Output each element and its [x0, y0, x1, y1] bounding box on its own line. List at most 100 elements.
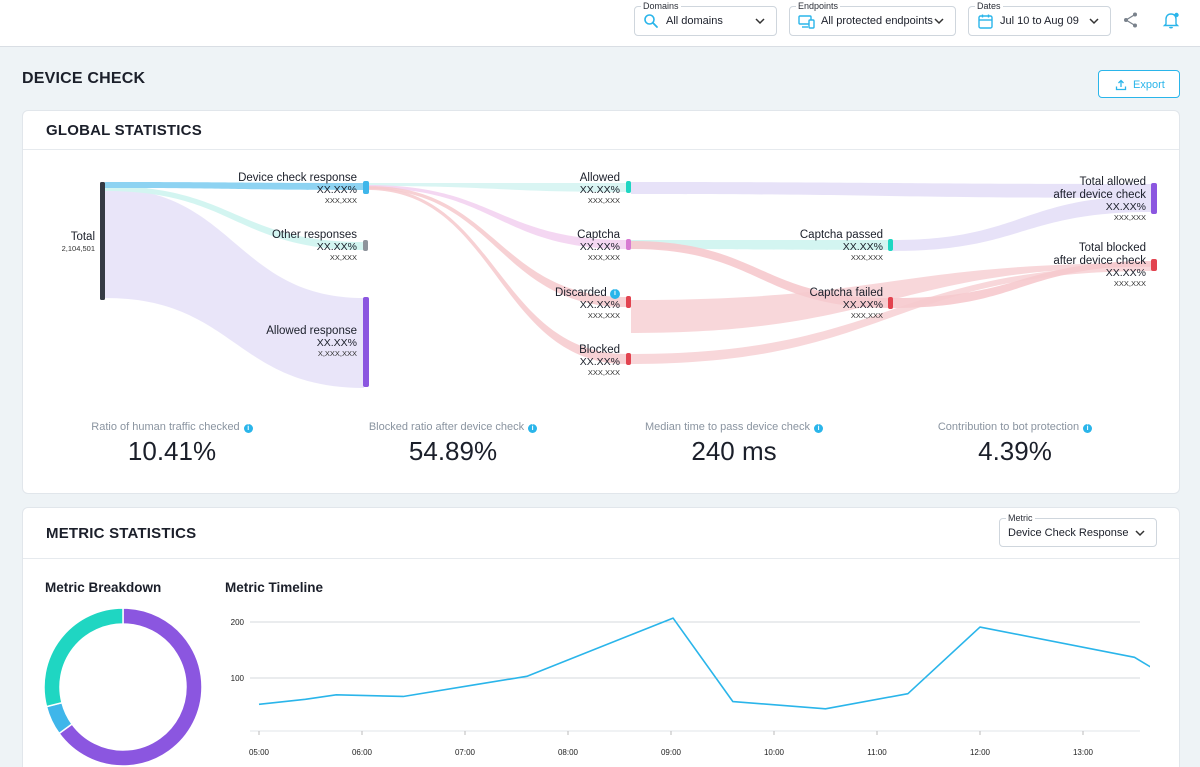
divider: [23, 149, 1179, 150]
y-tick-label: 100: [231, 674, 245, 683]
sankey-count: XXX,XXX: [587, 196, 620, 205]
sankey-label-allowed: Allowed XX.XX% XXX,XXX: [500, 172, 620, 206]
sankey-count: XX,XXX: [329, 253, 357, 262]
sankey-node-captcha: [626, 239, 631, 250]
sankey-node-total: [100, 182, 105, 300]
chevron-down-icon: [934, 18, 944, 25]
sankey-pct: XX.XX%: [579, 184, 620, 196]
chevron-down-icon: [755, 18, 765, 25]
endpoints-select-value: All protected endpoints: [821, 15, 933, 27]
sankey-label-discarded: Discarded i XX.XX% XXX,XXX: [480, 287, 620, 321]
sankey-pct: XX.XX%: [316, 184, 357, 196]
global-statistics-title: GLOBAL STATISTICS: [46, 122, 202, 139]
series-line[interactable]: [258, 617, 1150, 710]
sankey-name: Captcha passed: [799, 229, 883, 241]
bell-icon[interactable]: [1162, 11, 1180, 29]
info-icon[interactable]: i: [243, 424, 253, 433]
sankey-name: Total blocked: [1078, 242, 1146, 254]
info-icon[interactable]: i: [1083, 424, 1093, 433]
sankey-name: Captcha: [577, 229, 620, 241]
sankey-count: XXX,XXX: [324, 196, 357, 205]
sankey-count: X,XXX,XXX: [317, 349, 357, 358]
sankey-link-failed-to-blocked: [893, 261, 1152, 308]
sankey-link-discarded: [368, 186, 627, 307]
x-tick-label: 05:00: [249, 748, 270, 757]
sankey-pct: XX.XX%: [579, 356, 620, 368]
kpi-contribution: Contribution to bot protection i 4.39%: [885, 421, 1145, 467]
donut-slice-2[interactable]: [43, 607, 124, 708]
sankey-node-other-responses: [363, 240, 368, 251]
kpi-blocked-ratio: Blocked ratio after device check i 54.89%: [323, 421, 583, 467]
sankey-label-device-check-response: Device check response XX.XX% XXX,XXX: [200, 172, 357, 206]
metric-statistics-title: METRIC STATISTICS: [46, 525, 197, 542]
sankey-node-total-blocked: [1151, 259, 1157, 271]
kpi-label: Median time to pass device check: [644, 421, 811, 433]
sankey-node-allowed: [626, 181, 631, 193]
sankey-label-total: Total 2,104,501: [20, 231, 95, 254]
sankey-node-captcha-failed: [888, 297, 893, 309]
sankey-pct: XX.XX%: [579, 299, 620, 311]
search-icon: [644, 14, 658, 28]
sankey-pct: XX.XX%: [579, 241, 620, 253]
metric-breakdown-title: Metric Breakdown: [45, 580, 162, 595]
sankey-label-captcha-failed: Captcha failed XX.XX% XXX,XXX: [740, 287, 883, 321]
calendar-icon: [978, 14, 993, 29]
domains-select[interactable]: Domains All domains: [634, 1, 777, 36]
sankey-count: XXX,XXX: [1113, 279, 1146, 288]
x-tick-label: 10:00: [764, 748, 785, 757]
sankey-label-captcha-passed: Captcha passed XX.XX% XXX,XXX: [740, 229, 883, 263]
sankey-count: XXX,XXX: [587, 311, 620, 320]
dates-select[interactable]: Dates Jul 10 to Aug 09: [968, 1, 1111, 36]
sankey-link-allowed-response: [105, 188, 364, 388]
sankey-node-device-check-response: [363, 181, 369, 194]
sankey-name: Allowed: [579, 172, 620, 184]
sankey-label-allowed-response: Allowed response XX.XX% X,XXX,XXX: [200, 325, 357, 359]
sankey-name: after device check: [1053, 189, 1146, 201]
sankey-pct: XX.XX%: [1105, 201, 1146, 213]
info-icon[interactable]: i: [814, 424, 824, 433]
metric-breakdown-donut: [43, 607, 203, 767]
export-icon: [1115, 79, 1127, 91]
donut-slice-0[interactable]: [58, 607, 203, 767]
sankey-label-total-allowed: Total allowed after device check XX.XX% …: [1000, 176, 1146, 223]
kpi-value: 240 ms: [691, 436, 777, 466]
x-tick-label: 07:00: [455, 748, 476, 757]
metric-timeline-title: Metric Timeline: [225, 580, 324, 595]
kpi-label: Ratio of human traffic checked: [91, 421, 240, 433]
x-tick-label: 08:00: [558, 748, 579, 757]
sankey-pct: XX.XX%: [1105, 267, 1146, 279]
metric-statistics-card: METRIC STATISTICS: [22, 507, 1180, 767]
sankey-count: XXX,XXX: [1113, 213, 1146, 222]
endpoints-select[interactable]: Endpoints All protected endpoints: [789, 1, 956, 36]
domains-select-label: Domains: [641, 1, 681, 11]
kpi-value: 10.41%: [127, 436, 217, 466]
kpi-value: 4.39%: [978, 436, 1052, 466]
sankey-node-allowed-response: [363, 297, 369, 387]
metric-select[interactable]: Metric Device Check Response: [999, 513, 1157, 547]
sankey-name: Device check response: [238, 172, 357, 184]
sankey-link-passed-to-allowed: [893, 196, 1152, 251]
domains-select-value: All domains: [666, 15, 723, 27]
sankey-node-captcha-passed: [888, 239, 893, 251]
sankey-label-captcha: Captcha XX.XX% XXX,XXX: [500, 229, 620, 263]
info-icon[interactable]: i: [610, 289, 620, 299]
export-button[interactable]: Export: [1098, 70, 1180, 98]
sankey-link-total-allowed: [631, 182, 1152, 198]
sankey-label-total-blocked: Total blocked after device check XX.XX% …: [1000, 242, 1146, 289]
endpoints-select-label: Endpoints: [796, 1, 841, 11]
kpi-label: Contribution to bot protection: [937, 421, 1080, 433]
chevron-down-icon: [1089, 18, 1099, 25]
share-icon[interactable]: [1122, 11, 1140, 29]
x-tick-label: 11:00: [867, 748, 887, 757]
x-tick-label: 06:00: [352, 748, 373, 757]
sankey-count: XXX,XXX: [587, 368, 620, 377]
divider: [23, 558, 1179, 559]
sankey-name: Allowed response: [266, 325, 357, 337]
sankey-count: XXX,XXX: [850, 253, 883, 262]
sankey-node-total-allowed: [1151, 183, 1157, 214]
dates-select-value: Jul 10 to Aug 09: [1000, 15, 1079, 27]
info-icon[interactable]: i: [528, 424, 538, 433]
metric-select-label: Metric: [1006, 513, 1035, 523]
sankey-name: Blocked: [579, 344, 620, 356]
top-bar: Domains All domains Endpoints All protec…: [0, 0, 1200, 47]
